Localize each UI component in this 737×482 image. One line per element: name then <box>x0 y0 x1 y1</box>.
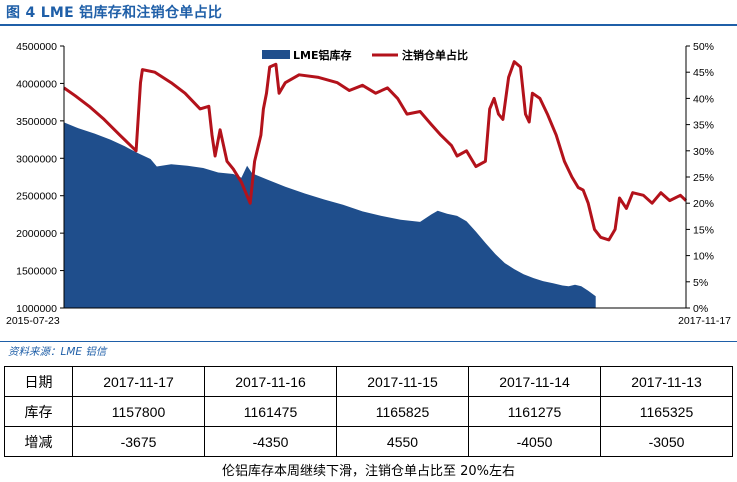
ratio-line-series <box>63 60 688 242</box>
y-left-tick-label: 1500000 <box>16 266 57 278</box>
table-row-label: 库存 <box>4 396 73 427</box>
title-rule <box>0 24 737 26</box>
legend-label-stock: LME铝库存 <box>293 48 351 62</box>
y-right-tick-label: 20% <box>693 198 714 210</box>
table-header-row: 日期 2017-11-17 2017-11-16 2017-11-15 2017-11-… <box>4 366 733 397</box>
y-right-tick-label: 40% <box>693 93 714 105</box>
y-right-tick-label: 0% <box>693 303 708 315</box>
table-cell: 2017-11-16 <box>204 366 337 397</box>
table-cell: -4350 <box>204 426 337 457</box>
stock-table: 日期 2017-11-17 2017-11-16 2017-11-15 2017-11-… <box>4 366 733 457</box>
y-left-tick-label: 4500000 <box>16 41 57 53</box>
table-cell: 1165825 <box>336 396 469 427</box>
table-cell: 1161475 <box>204 396 337 427</box>
y-right-tick-label: 50% <box>693 41 714 53</box>
figure-title: 图 4 LME 铝库存和注销仓单占比 <box>6 5 223 21</box>
table-cell: 2017-11-13 <box>600 366 733 397</box>
y-left-tick-label: 2500000 <box>16 191 57 203</box>
table-cell: 1165325 <box>600 396 733 427</box>
chart-area: 1000000 1500000 2000000 2500000 3000000 35000… <box>0 26 737 340</box>
legend-swatch-stock <box>262 50 290 59</box>
table-cell: 2017-11-15 <box>336 366 469 397</box>
table-cell: 1157800 <box>72 396 205 427</box>
y-right-tick-label: 5% <box>693 277 708 289</box>
x-tick-label-end: 2017-11-17 <box>678 315 731 327</box>
table-row-label: 日期 <box>4 366 73 397</box>
table-cell: 1161275 <box>468 396 601 427</box>
table-cell: 2017-11-14 <box>468 366 601 397</box>
y-left-tick-label: 1000000 <box>16 303 57 315</box>
table-row: 库存 1157800 1161475 1165825 1161275 1165325 <box>4 396 733 427</box>
y-right-tick-label: 15% <box>693 224 714 236</box>
table-row-label: 增减 <box>4 426 73 457</box>
source-note: 资料来源：LME 铝信 <box>8 346 107 358</box>
y-right-tick-label: 45% <box>693 67 714 79</box>
y-left-tick-label: 3500000 <box>16 116 57 128</box>
table-cell: 4550 <box>336 426 469 457</box>
y-right-tick-label: 35% <box>693 120 714 132</box>
source-rule <box>0 341 737 342</box>
stock-area-series <box>64 122 596 309</box>
table-cell: 2017-11-17 <box>72 366 205 397</box>
table-cell: -3050 <box>600 426 733 457</box>
y-right-tick-label: 10% <box>693 251 714 263</box>
table-row: 增减 -3675 -4350 4550 -4050 -3050 <box>4 426 733 457</box>
y-left-tick-label: 3000000 <box>16 153 57 165</box>
figure-caption: 伦铝库存本周继续下滑，注销仓单占比至 20%左右 <box>221 464 516 479</box>
y-left-tick-label: 2000000 <box>16 228 57 240</box>
y-left-tick-label: 4000000 <box>16 78 57 90</box>
y-right-tick-label: 25% <box>693 172 714 184</box>
x-tick-label-start: 2015-07-23 <box>6 315 60 327</box>
table-cell: -3675 <box>72 426 205 457</box>
chart-svg: 1000000 1500000 2000000 2500000 3000000 35000… <box>6 41 731 327</box>
table-cell: -4050 <box>468 426 601 457</box>
legend-label-ratio: 注销仓单占比 <box>402 48 468 62</box>
figure-header: 图 4 LME 铝库存和注销仓单占比 <box>0 0 737 26</box>
y-right-tick-label: 30% <box>693 146 714 158</box>
